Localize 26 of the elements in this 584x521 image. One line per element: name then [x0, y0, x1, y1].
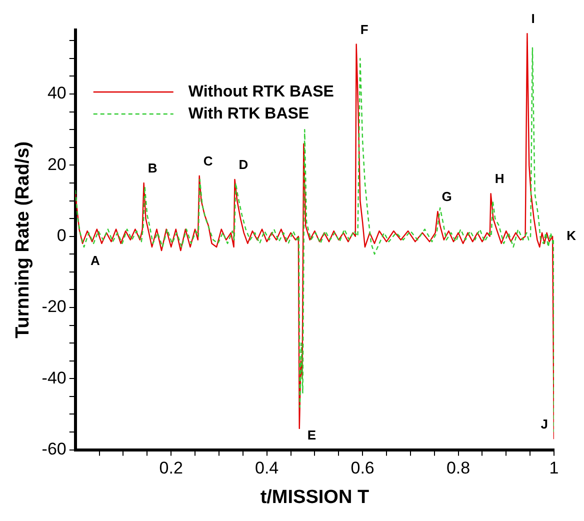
y-tick-label: -40: [42, 368, 66, 388]
x-tick-label: 0.2: [159, 458, 183, 478]
legend-label: With RTK BASE: [188, 105, 310, 122]
annotation: A: [90, 253, 101, 268]
y-tick-label: -60: [42, 439, 66, 458]
annotation: J: [540, 416, 548, 432]
annotation: K: [566, 228, 577, 243]
x-axis-title: t/MISSION T: [260, 486, 370, 508]
x-tick-label: 1: [549, 458, 559, 478]
legend-label: Without RTK BASE: [188, 83, 334, 100]
annotation: D: [238, 157, 248, 172]
y-tick-label: -20: [42, 297, 66, 316]
y-tick-label: 0: [56, 226, 66, 246]
x-tick-label: 0.8: [446, 458, 470, 478]
y-tick-label: 40: [47, 84, 66, 103]
annotation: C: [203, 153, 214, 168]
annotation: I: [531, 11, 535, 26]
x-tick-label: 0.4: [255, 458, 279, 478]
annotation: H: [494, 171, 504, 186]
annotation: G: [442, 189, 452, 204]
annotation: E: [307, 427, 316, 442]
y-tick-label: 20: [47, 154, 66, 174]
annotation: B: [148, 160, 158, 176]
x-tick-label: 0.6: [350, 458, 374, 478]
y-axis-title: Turnning Rate (Rad/s): [12, 141, 34, 338]
annotation: F: [360, 22, 368, 37]
